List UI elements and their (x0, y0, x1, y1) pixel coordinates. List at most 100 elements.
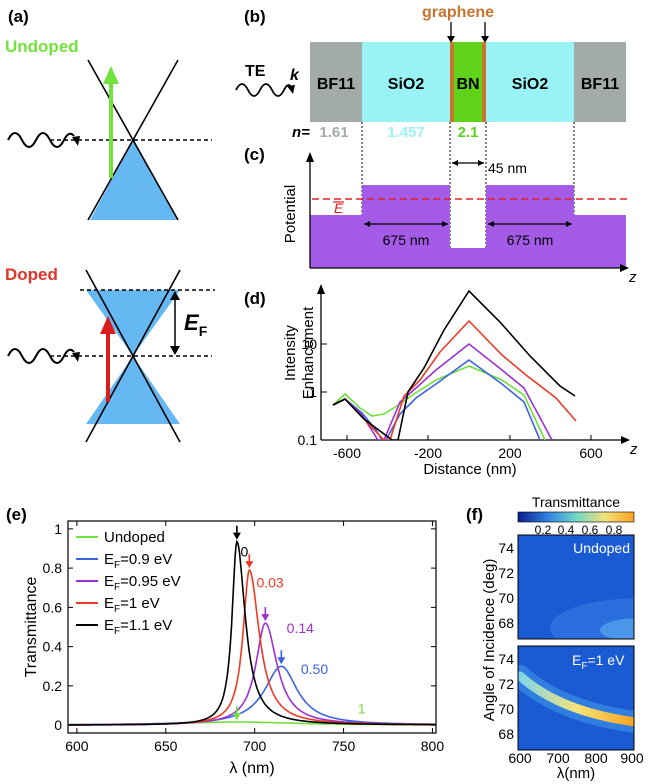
peak-annotation-EF=1.1 eV: 0 (240, 543, 248, 559)
layer-label-bf11-right: BF11 (581, 76, 619, 93)
layer-bf11-left (310, 42, 362, 122)
layer-sio2-right (486, 42, 574, 122)
gap-arrowhead-right (478, 160, 484, 166)
transmittance-curve-EF=1 eV (68, 568, 436, 726)
heatmap-undoped-glow-2 (600, 618, 634, 639)
d-z-label: z (629, 441, 638, 458)
panel-a-label: (a) (8, 7, 29, 26)
c-z-label: z (628, 269, 637, 286)
colorbar-tick-3: 0.6 (582, 523, 599, 537)
e-annotations: 1 0.50 0.14 0.03 0 (232, 525, 366, 721)
width-left-arrow-r (442, 221, 448, 227)
e-xtick-label: 800 (421, 738, 445, 754)
e-xtick-label: 750 (332, 738, 356, 754)
colorbar-tick-1: 0.2 (535, 523, 552, 537)
d-xtick-label-3: 200 (498, 445, 522, 461)
intensity-curve-ef-1.1 (332, 290, 576, 440)
n-value-bn: 2.1 (458, 124, 479, 141)
panel-f-label: (f) (466, 505, 483, 524)
d-ytick-label-1: 1 (309, 384, 317, 400)
peak-annotation-EF=1 eV: 0.03 (256, 575, 283, 591)
e-ytick-label: 0.2 (43, 678, 63, 694)
e-xlabel: λ (nm) (229, 760, 274, 777)
potential-profile (310, 185, 626, 268)
energy-level-label: E (334, 200, 344, 216)
transmittance-curve-EF=1.1 eV (68, 539, 436, 726)
f-xtick-900: 900 (620, 750, 644, 766)
f-bot-ytick-68: 68 (498, 726, 514, 742)
valence-cone-doped (86, 356, 180, 424)
panel-f: (f) Transmittance 0.2 0.4 0.6 0.8 Undope… (466, 494, 644, 782)
n-value-sio2: 1.457 (387, 124, 425, 141)
graphene-sheet-left (450, 42, 454, 122)
e-xtick-label: 700 (243, 738, 267, 754)
e-xtick-label: 600 (65, 738, 89, 754)
intensity-curve-undoped (332, 365, 546, 440)
e-ytick-label: 0.6 (43, 599, 63, 615)
f-xtick-800: 800 (584, 750, 608, 766)
colorbar (517, 511, 635, 523)
layer-label-bf11-left: BF11 (317, 76, 355, 93)
valence-cone-undoped (90, 140, 177, 220)
peak-arrowhead-Undoped (232, 713, 241, 721)
panel-c-label: (c) (244, 145, 265, 164)
heatmap-doped-label: EF=1 eV (572, 652, 625, 672)
colorbar-tick-2: 0.4 (558, 523, 575, 537)
e-ytick-label: 0.4 (43, 639, 63, 655)
f-top-ytick-74: 74 (498, 540, 514, 556)
d-xlabel: Distance (nm) (423, 461, 516, 478)
layer-label-sio2-right: SiO2 (512, 76, 549, 93)
intensity-curve-ef-0.9 (332, 359, 541, 440)
transition-arrowhead-undoped (103, 66, 119, 84)
d-xtick-label-4: 600 (579, 445, 603, 461)
ef-label: EF (184, 310, 208, 339)
doped-label: Doped (5, 265, 58, 284)
e-ytick-label: 1 (54, 521, 62, 537)
e-curves (68, 539, 436, 726)
d-xtick-label-1: -600 (333, 445, 361, 461)
d-y-arrowhead (317, 284, 325, 294)
n-label: n= (292, 124, 310, 141)
peak-arrowhead-EF=1.1 eV (232, 532, 241, 540)
layer-sio2-left (362, 42, 450, 122)
width-left-arrow-l (364, 221, 370, 227)
f-xtick-700: 700 (546, 750, 570, 766)
legend-label-Undoped: Undoped (104, 529, 165, 546)
d-xtick-label-2: -200 (414, 445, 442, 461)
undoped-label: Undoped (5, 37, 79, 56)
f-xlabel: λ(nm) (557, 765, 595, 782)
panel-e-label: (e) (6, 505, 27, 524)
n-value-bf11: 1.61 (319, 124, 348, 141)
intensity-ylabel-2: Enhancement (300, 306, 317, 399)
peak-annotation-EF=0.9 eV: 0.50 (301, 661, 328, 677)
f-bot-ytick-70: 70 (498, 701, 514, 717)
e-ytick-label: 0.8 (43, 560, 63, 576)
f-top-ytick-68: 68 (498, 615, 514, 631)
legend-label-EF=1.1 eV: EF=1.1 eV (104, 617, 172, 637)
f-bot-ytick-72: 72 (498, 676, 514, 692)
e-ylabel: Transmittance (23, 577, 40, 678)
e-xtick-label: 650 (154, 738, 178, 754)
transmittance-curve-EF=0.9 eV (68, 665, 436, 726)
graphene-pointer-left-head (447, 36, 455, 43)
filled-conduction-cone (86, 290, 180, 356)
te-wave-arrowhead (287, 85, 295, 94)
e-ytick-label: 0 (54, 717, 62, 733)
heatmap-undoped-frame (517, 534, 635, 640)
f-ylabel: Angle of Incidence (deg) (481, 559, 498, 722)
d-ytick-label-10: 10 (301, 336, 317, 352)
peak-annotation-EF=0.95 eV: 0.14 (287, 620, 314, 636)
width-right-arrow-r (566, 221, 572, 227)
panel-d-label: (d) (244, 289, 266, 308)
width-right-label: 675 nm (507, 232, 554, 248)
c-x-arrowhead (620, 264, 629, 272)
width-right-arrow-l (488, 221, 494, 227)
graphene-sheet-right (482, 42, 486, 122)
intensity-ylabel-1: Intensity (282, 325, 299, 381)
ef-arrowhead-top (170, 291, 180, 300)
e-ticks: 600 650 700 750 800 0 0.2 0.4 0.6 0.8 1 (43, 521, 445, 754)
width-left-label: 675 nm (383, 232, 430, 248)
panel-d: (d) Intensity Enhancement z 0.1 1 10 -60… (244, 284, 638, 478)
f-bot-ytick-74: 74 (498, 651, 514, 667)
